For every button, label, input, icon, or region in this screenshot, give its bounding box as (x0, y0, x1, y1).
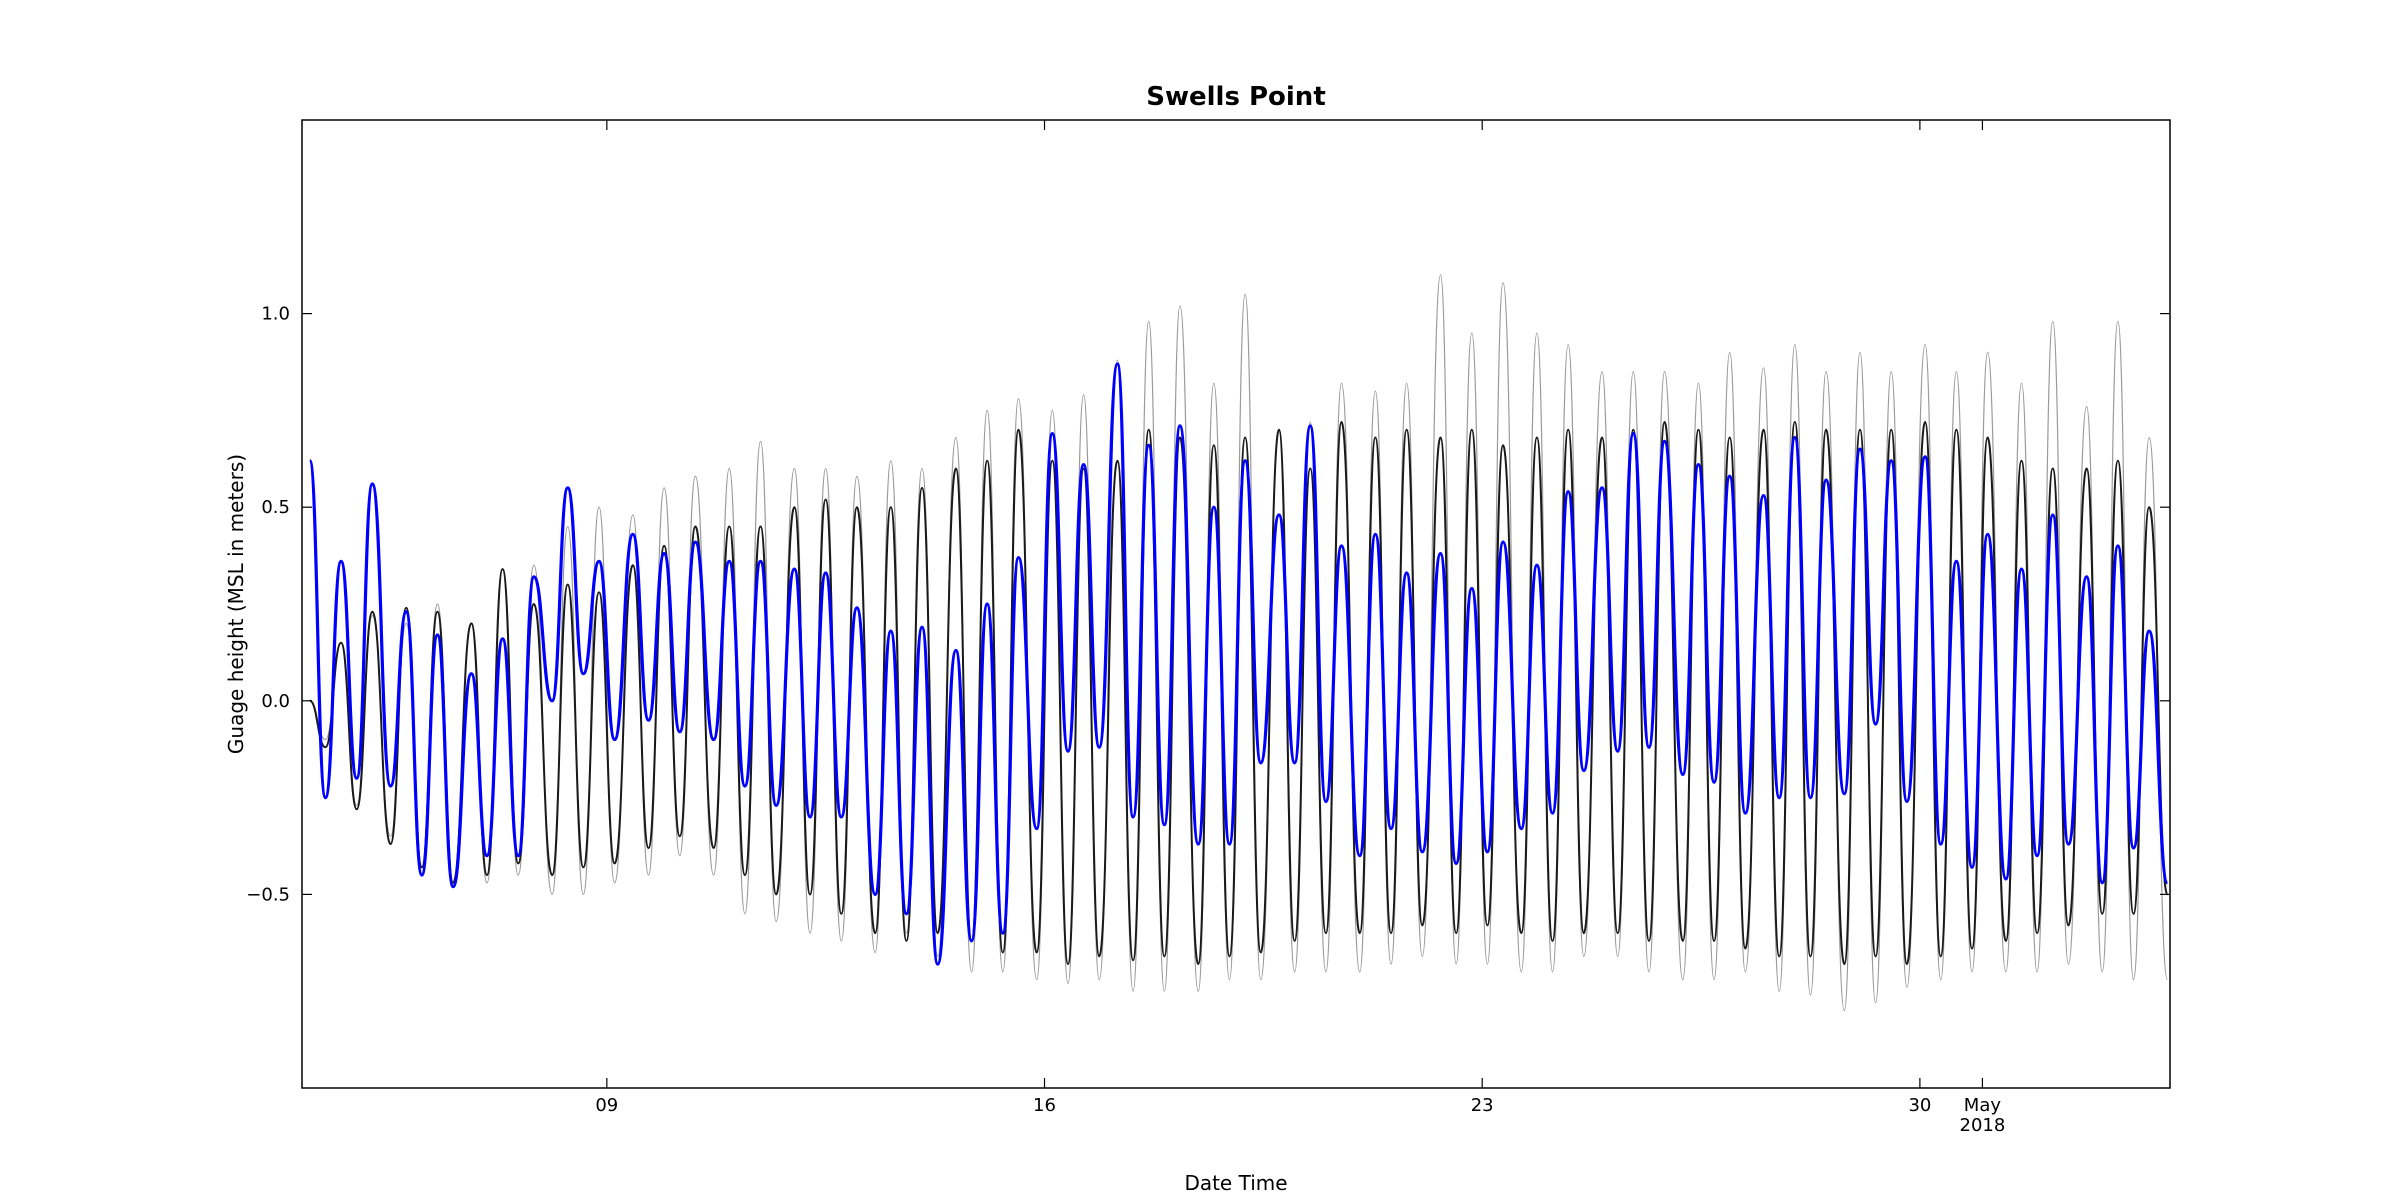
y-tick-label: −0.5 (246, 884, 290, 905)
series-line (308, 362, 2169, 966)
lines (308, 274, 2169, 1012)
x-tick-label: May 2018 (1959, 1095, 2006, 1136)
chart-title: Swells Point (1146, 82, 1326, 112)
x-tick-label: 23 (1470, 1095, 1494, 1116)
plot-area (302, 120, 2170, 1088)
y-axis-label: Guage height (MSL in meters) (224, 454, 248, 754)
plot-frame (301, 119, 2171, 1089)
y-tick-label: 0.0 (261, 691, 290, 712)
x-tick-label: 09 (595, 1095, 619, 1116)
x-tick-label: 30 (1908, 1095, 1932, 1116)
y-tick-label: 0.5 (261, 497, 290, 518)
x-axis-label: Date Time (1184, 1171, 1287, 1195)
y-tick-label: 1.0 (261, 304, 290, 325)
x-tick-label: 16 (1033, 1095, 1056, 1116)
